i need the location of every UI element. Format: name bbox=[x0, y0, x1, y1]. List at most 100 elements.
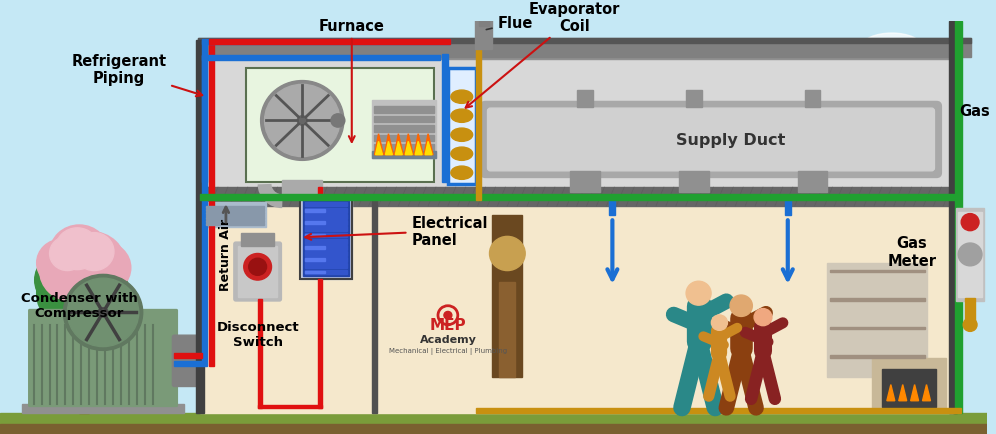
Ellipse shape bbox=[854, 198, 868, 206]
Ellipse shape bbox=[247, 198, 261, 206]
Ellipse shape bbox=[496, 198, 510, 206]
Bar bbox=[831, 299, 924, 301]
Bar bbox=[955, 22, 962, 413]
Circle shape bbox=[50, 237, 86, 271]
Text: MEP: MEP bbox=[429, 318, 466, 332]
Bar bbox=[305, 221, 347, 225]
Ellipse shape bbox=[616, 198, 629, 206]
Ellipse shape bbox=[592, 198, 606, 206]
Ellipse shape bbox=[830, 198, 844, 206]
Polygon shape bbox=[404, 135, 413, 155]
Bar bbox=[204, 203, 266, 227]
Bar bbox=[209, 41, 214, 366]
Bar bbox=[305, 222, 325, 224]
Bar bbox=[206, 212, 264, 214]
Text: Disconnect
Switch: Disconnect Switch bbox=[216, 320, 299, 348]
Bar bbox=[805, 91, 821, 108]
Ellipse shape bbox=[568, 198, 582, 206]
Circle shape bbox=[61, 255, 127, 319]
Bar bbox=[476, 408, 961, 413]
Ellipse shape bbox=[366, 198, 379, 206]
Ellipse shape bbox=[211, 198, 225, 206]
Polygon shape bbox=[415, 142, 422, 155]
Ellipse shape bbox=[556, 198, 570, 206]
Circle shape bbox=[249, 259, 267, 276]
Bar bbox=[80, 337, 90, 413]
Ellipse shape bbox=[508, 198, 522, 206]
Polygon shape bbox=[425, 142, 432, 155]
Ellipse shape bbox=[377, 198, 391, 206]
Ellipse shape bbox=[639, 198, 653, 206]
Bar bbox=[956, 208, 984, 301]
Bar bbox=[372, 197, 376, 413]
Text: Flue: Flue bbox=[486, 16, 533, 31]
Ellipse shape bbox=[520, 198, 534, 206]
Ellipse shape bbox=[936, 198, 950, 206]
Ellipse shape bbox=[773, 45, 853, 83]
Text: Furnace: Furnace bbox=[319, 19, 384, 143]
Ellipse shape bbox=[283, 198, 296, 206]
Circle shape bbox=[963, 319, 977, 332]
Bar bbox=[499, 283, 515, 377]
Text: Refrigerant
Piping: Refrigerant Piping bbox=[72, 54, 202, 97]
Bar bbox=[872, 358, 946, 410]
Ellipse shape bbox=[330, 198, 344, 206]
Bar bbox=[475, 16, 492, 50]
Bar bbox=[300, 196, 352, 279]
Circle shape bbox=[35, 252, 95, 309]
Bar bbox=[305, 227, 347, 232]
FancyBboxPatch shape bbox=[481, 102, 941, 178]
Ellipse shape bbox=[473, 198, 486, 206]
Polygon shape bbox=[922, 385, 930, 401]
Polygon shape bbox=[385, 142, 392, 155]
Ellipse shape bbox=[734, 198, 748, 206]
Ellipse shape bbox=[223, 198, 237, 206]
Bar bbox=[209, 39, 450, 44]
Bar bbox=[202, 39, 450, 44]
Bar bbox=[202, 41, 207, 366]
Bar bbox=[206, 224, 264, 225]
Bar bbox=[881, 369, 936, 408]
Ellipse shape bbox=[718, 62, 768, 85]
Circle shape bbox=[261, 81, 344, 161]
Bar bbox=[476, 0, 481, 201]
Bar bbox=[949, 22, 957, 413]
Circle shape bbox=[961, 214, 979, 231]
Bar bbox=[305, 208, 347, 213]
FancyBboxPatch shape bbox=[487, 109, 934, 171]
Bar bbox=[0, 413, 987, 434]
Circle shape bbox=[75, 233, 114, 271]
Ellipse shape bbox=[306, 198, 320, 206]
Bar bbox=[206, 207, 264, 208]
Polygon shape bbox=[374, 135, 383, 155]
Ellipse shape bbox=[461, 198, 475, 206]
Bar bbox=[300, 196, 352, 279]
Bar bbox=[305, 259, 325, 261]
Ellipse shape bbox=[532, 198, 546, 206]
Circle shape bbox=[958, 243, 982, 266]
Circle shape bbox=[686, 282, 711, 306]
Bar bbox=[374, 126, 434, 132]
Circle shape bbox=[72, 248, 126, 301]
Bar bbox=[679, 171, 708, 192]
Ellipse shape bbox=[271, 198, 285, 206]
Circle shape bbox=[57, 232, 125, 299]
Bar bbox=[965, 299, 975, 325]
Bar bbox=[831, 327, 924, 330]
Bar bbox=[374, 145, 434, 151]
Bar bbox=[22, 404, 184, 413]
Ellipse shape bbox=[437, 198, 451, 206]
Ellipse shape bbox=[794, 198, 808, 206]
Polygon shape bbox=[384, 135, 393, 155]
Circle shape bbox=[50, 225, 109, 283]
Ellipse shape bbox=[863, 34, 921, 60]
Ellipse shape bbox=[449, 198, 463, 206]
Bar bbox=[200, 197, 953, 413]
Circle shape bbox=[40, 240, 103, 301]
Bar bbox=[283, 181, 322, 200]
Bar bbox=[305, 239, 347, 244]
Circle shape bbox=[265, 85, 340, 157]
Text: Supply Duct: Supply Duct bbox=[675, 133, 785, 148]
Polygon shape bbox=[898, 385, 906, 401]
Ellipse shape bbox=[425, 198, 439, 206]
